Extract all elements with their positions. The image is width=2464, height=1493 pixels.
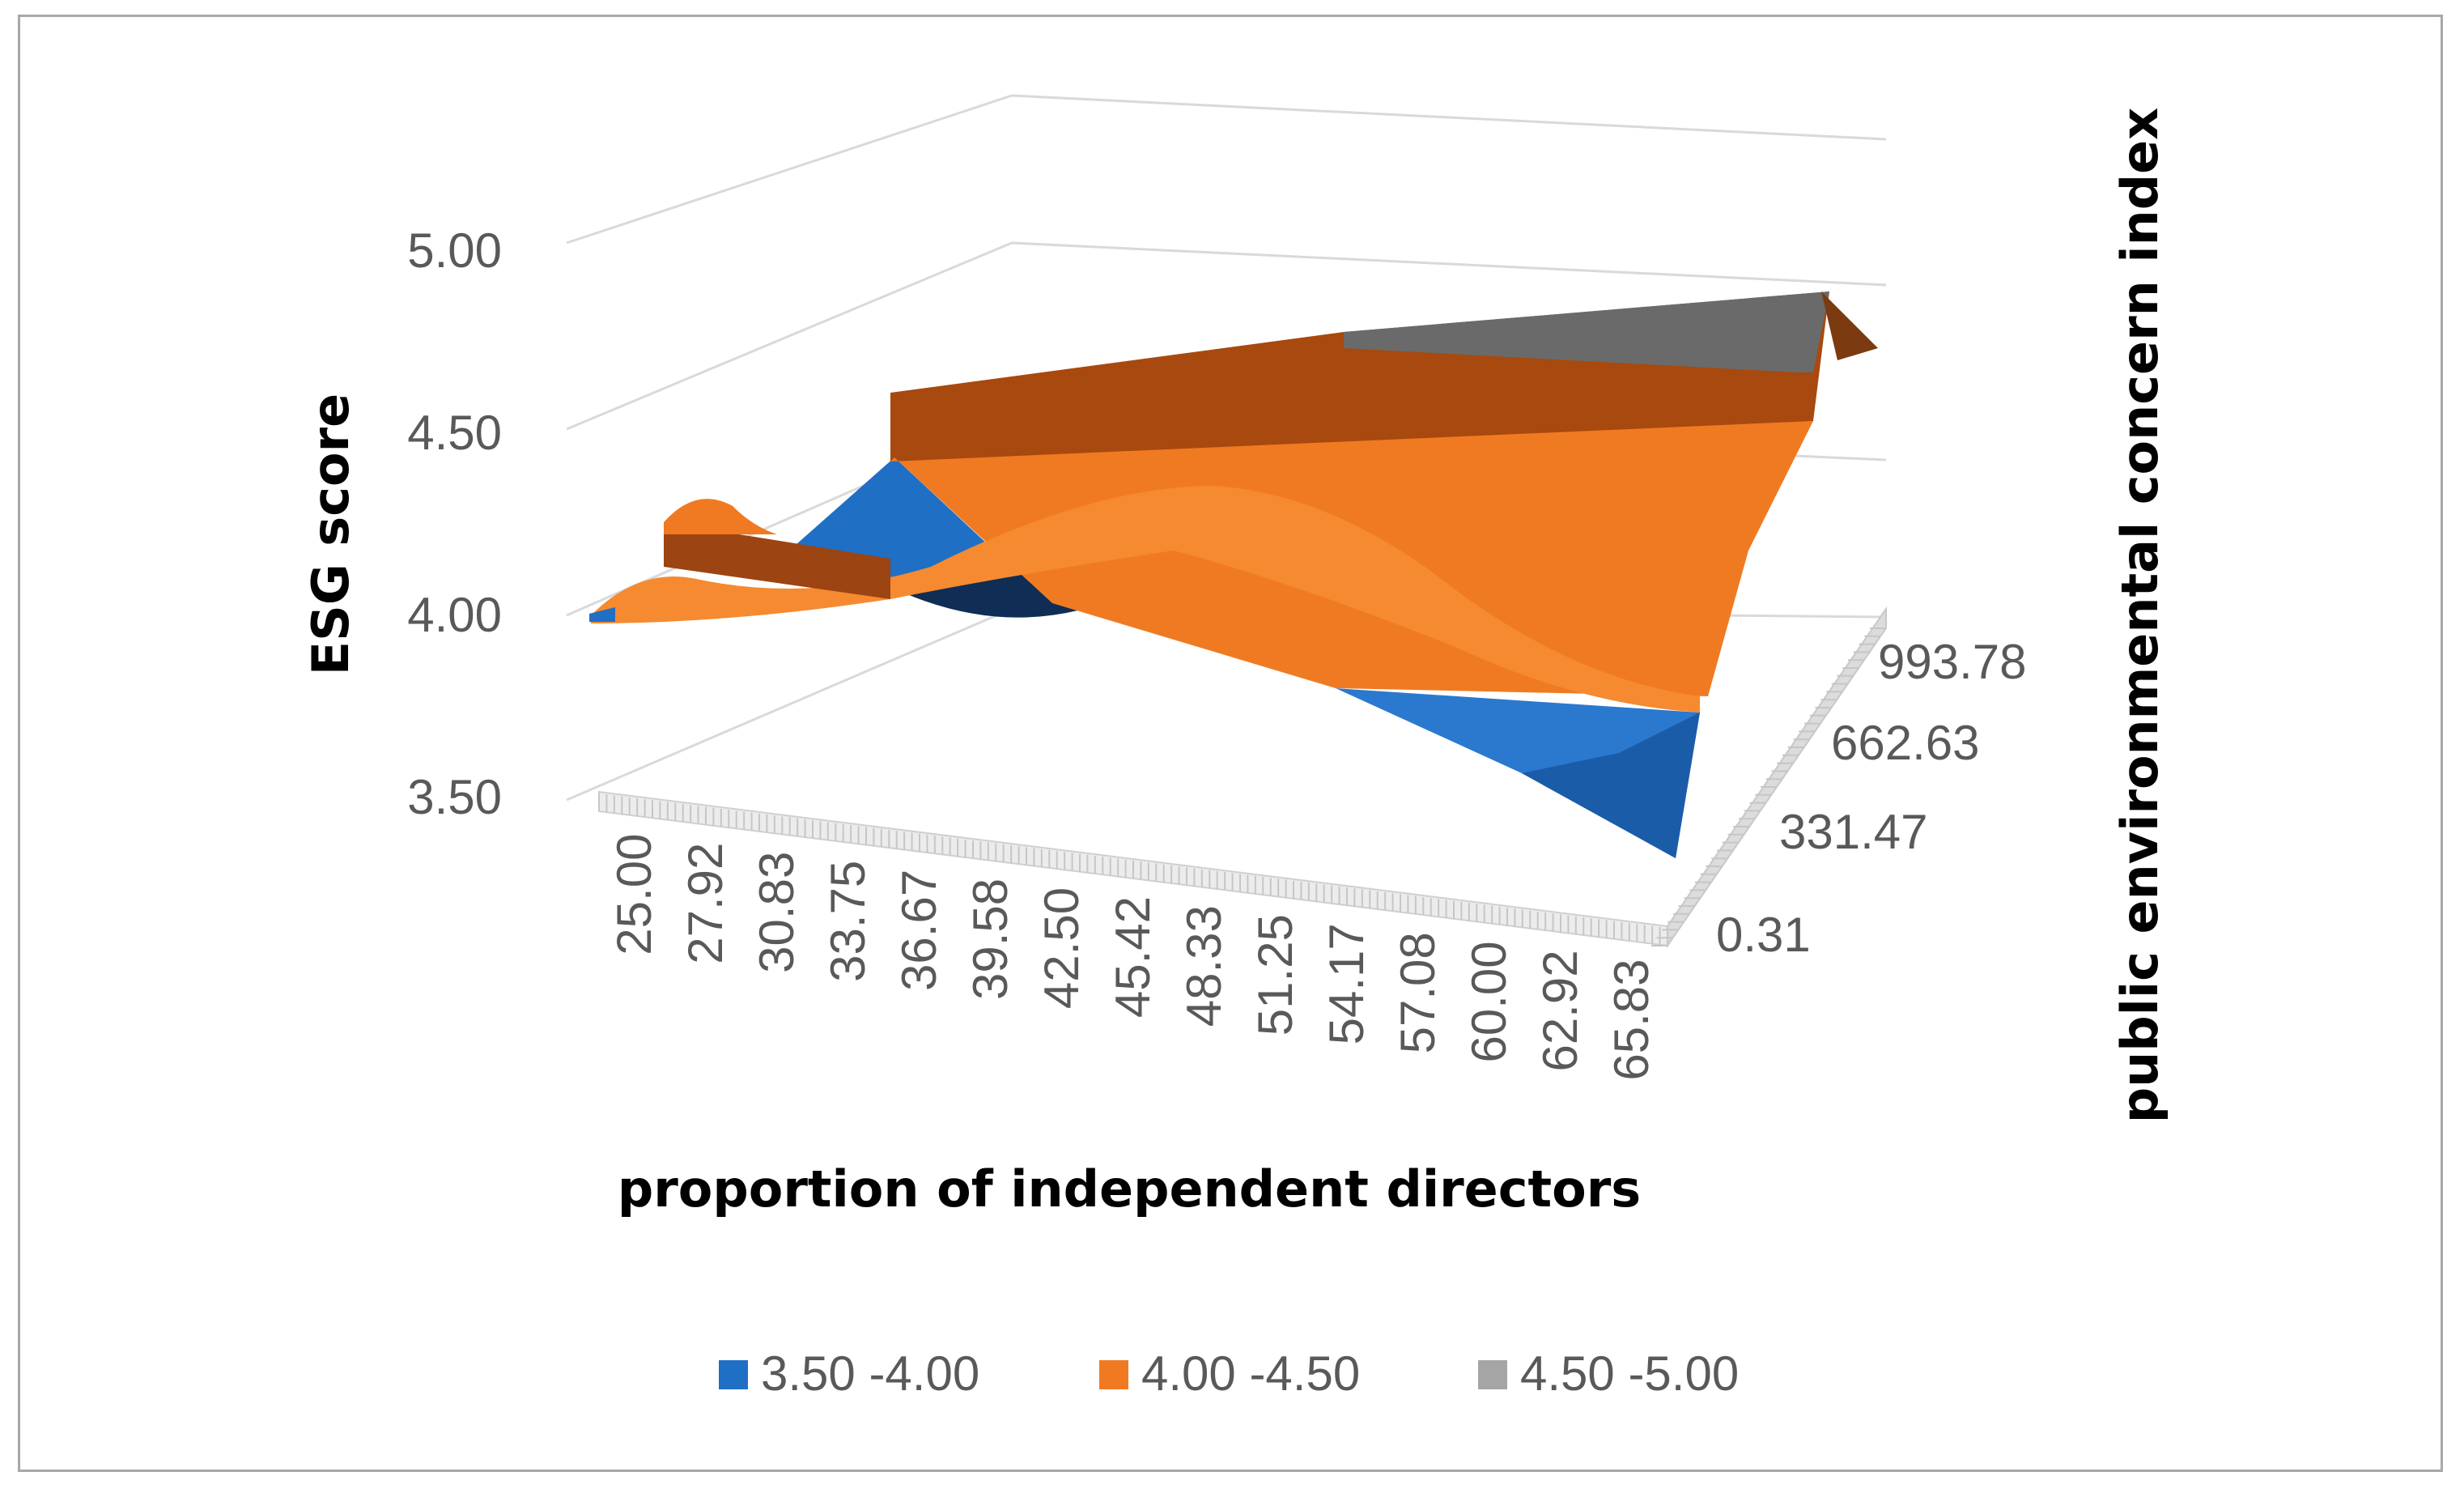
y-tick-label: 993.78	[1878, 635, 2027, 689]
floor-ticks	[598, 627, 1886, 946]
x-axis-ticks: 25.00 27.92 30.83 33.75 36.67 39.58 42.50 45.42…	[607, 834, 1659, 1081]
x-axis-title: proportion of independent directors	[618, 1159, 1641, 1219]
x-tick-label: 45.42	[1106, 896, 1160, 1018]
legend-label-3-50-4-00: 3.50 -4.00	[761, 1346, 979, 1401]
z-tick-label: 5.00	[407, 223, 502, 278]
surface-front-edge	[589, 607, 615, 622]
x-tick-label: 30.83	[750, 852, 804, 973]
x-tick-label: 57.08	[1391, 932, 1445, 1053]
gridline-4-50	[566, 241, 1887, 431]
x-tick-label: 33.75	[821, 861, 875, 982]
gridline-5-00	[566, 94, 1887, 245]
surface-band-4-00-4-50-wave	[591, 486, 1700, 712]
chart-frame	[18, 15, 2443, 1472]
x-tick-label: 60.00	[1462, 941, 1516, 1062]
x-tick-label: 48.33	[1177, 905, 1231, 1027]
z-tick-label: 4.50	[407, 406, 502, 460]
surface-plot	[589, 291, 1878, 858]
legend-swatch-4-00-4-50	[1099, 1360, 1128, 1389]
x-tick-label: 39.58	[963, 878, 1017, 1000]
legend-label-4-50-5-00: 4.50 -5.00	[1520, 1346, 1739, 1401]
surface-band-4-50-5-00	[1344, 291, 1829, 372]
x-tick-label: 65.83	[1604, 959, 1659, 1080]
x-tick-label: 62.92	[1533, 950, 1587, 1071]
legend-label-4-00-4-50: 4.00 -4.50	[1141, 1346, 1360, 1401]
y-axis-title: public environmental concern index	[2110, 108, 2169, 1123]
y-axis-ticks: 0.31 331.47 662.63 993.78	[1716, 635, 2027, 962]
legend-swatch-3-50-4-00	[719, 1360, 748, 1389]
x-tick-label: 25.00	[607, 834, 661, 955]
x-tick-label: 54.17	[1319, 923, 1374, 1044]
y-tick-label: 0.31	[1716, 908, 1811, 962]
x-tick-label: 42.50	[1034, 887, 1089, 1009]
surface-left-wall	[664, 522, 890, 599]
z-tick-label: 4.00	[407, 588, 502, 642]
legend-swatch-4-50-5-00	[1478, 1360, 1507, 1389]
z-tick-label: 3.50	[407, 770, 502, 824]
z-axis-ticks: 5.00 4.50 4.00 3.50	[407, 223, 502, 824]
surface-band-3-50-4-00-shade	[1522, 712, 1700, 858]
x-tick-label: 51.25	[1248, 914, 1302, 1036]
surface-left-peak	[664, 499, 777, 534]
legend: 3.50 -4.00 4.00 -4.50 4.50 -5.00	[719, 1346, 1739, 1401]
y-tick-label: 331.47	[1779, 805, 1928, 859]
floor	[598, 606, 1887, 949]
y-tick-label: 662.63	[1831, 716, 1980, 770]
x-tick-label: 27.92	[678, 843, 733, 964]
x-tick-label: 36.67	[892, 870, 946, 991]
surface-band-4-50-5-00-tip	[1821, 291, 1878, 360]
z-axis-title: ESG score	[301, 393, 360, 675]
